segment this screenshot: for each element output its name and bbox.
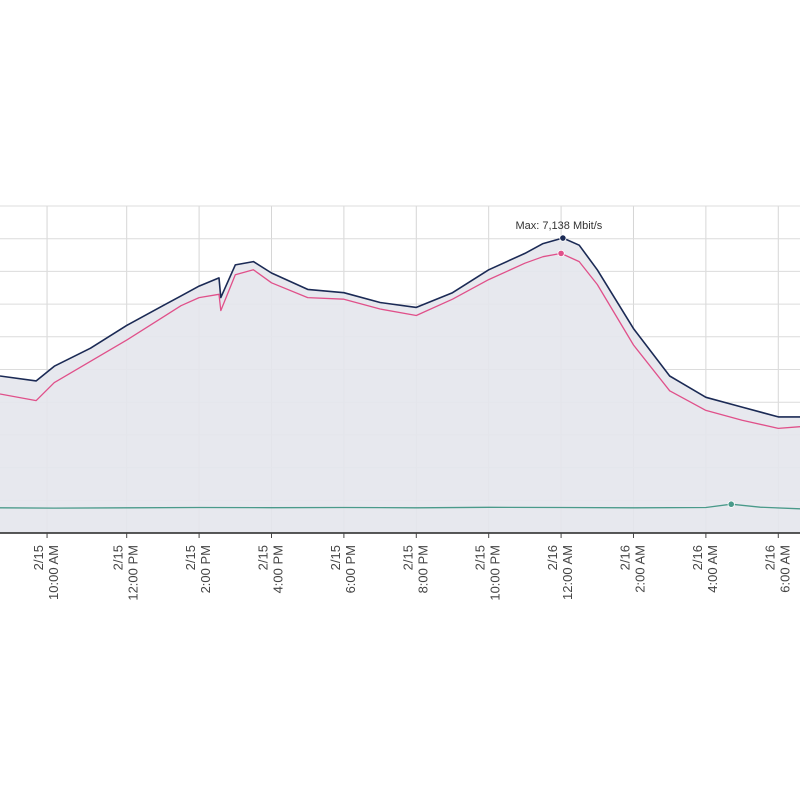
x-tick-date: 2/15 [328, 545, 343, 570]
x-tick-date: 2/15 [255, 545, 270, 570]
x-tick-time: 10:00 AM [46, 545, 61, 600]
x-tick-date: 2/16 [545, 545, 560, 570]
series-2-marker [727, 500, 735, 508]
series-2-line [0, 503, 800, 510]
x-tick-date: 2/16 [617, 545, 632, 570]
x-tick-time: 4:00 AM [705, 545, 720, 593]
series-0-area [0, 238, 800, 533]
series-lines [0, 237, 800, 510]
x-tick-time: 6:00 PM [343, 545, 358, 593]
series-areas [0, 238, 800, 533]
x-tick-time: 8:00 PM [415, 545, 430, 593]
series-markers [557, 234, 735, 508]
max-annotation: Max: 7,138 Mbit/s [515, 220, 602, 232]
x-tick-time: 4:00 PM [270, 545, 285, 593]
x-tick-date: 2/15 [183, 545, 198, 570]
x-tick-time: 6:00 AM [777, 545, 792, 593]
x-tick-time: 12:00 PM [126, 545, 141, 601]
x-tick-date: 2/15 [400, 545, 415, 570]
series-0-marker [559, 234, 567, 242]
x-axis-tick-labels: 2/15 10:00 AM 2/15 12:00 PM 2/15 2:00 PM 2/15 4… [31, 533, 792, 601]
series-1-marker [557, 249, 565, 258]
x-tick-time: 2:00 PM [198, 545, 213, 593]
annotations: Max: 7,138 Mbit/s [515, 220, 602, 232]
x-tick-date: 2/15 [31, 545, 46, 570]
x-tick-time: 10:00 PM [488, 545, 503, 601]
x-tick-date: 2/15 [473, 545, 488, 570]
x-tick-date: 2/16 [690, 545, 705, 570]
x-tick-time: 2:00 AM [632, 545, 647, 593]
x-tick-date: 2/15 [111, 545, 126, 570]
series-1-line [0, 252, 800, 430]
x-tick-date: 2/16 [762, 545, 777, 570]
series-0-line [0, 237, 800, 418]
x-tick-time: 12:00 AM [560, 545, 575, 600]
